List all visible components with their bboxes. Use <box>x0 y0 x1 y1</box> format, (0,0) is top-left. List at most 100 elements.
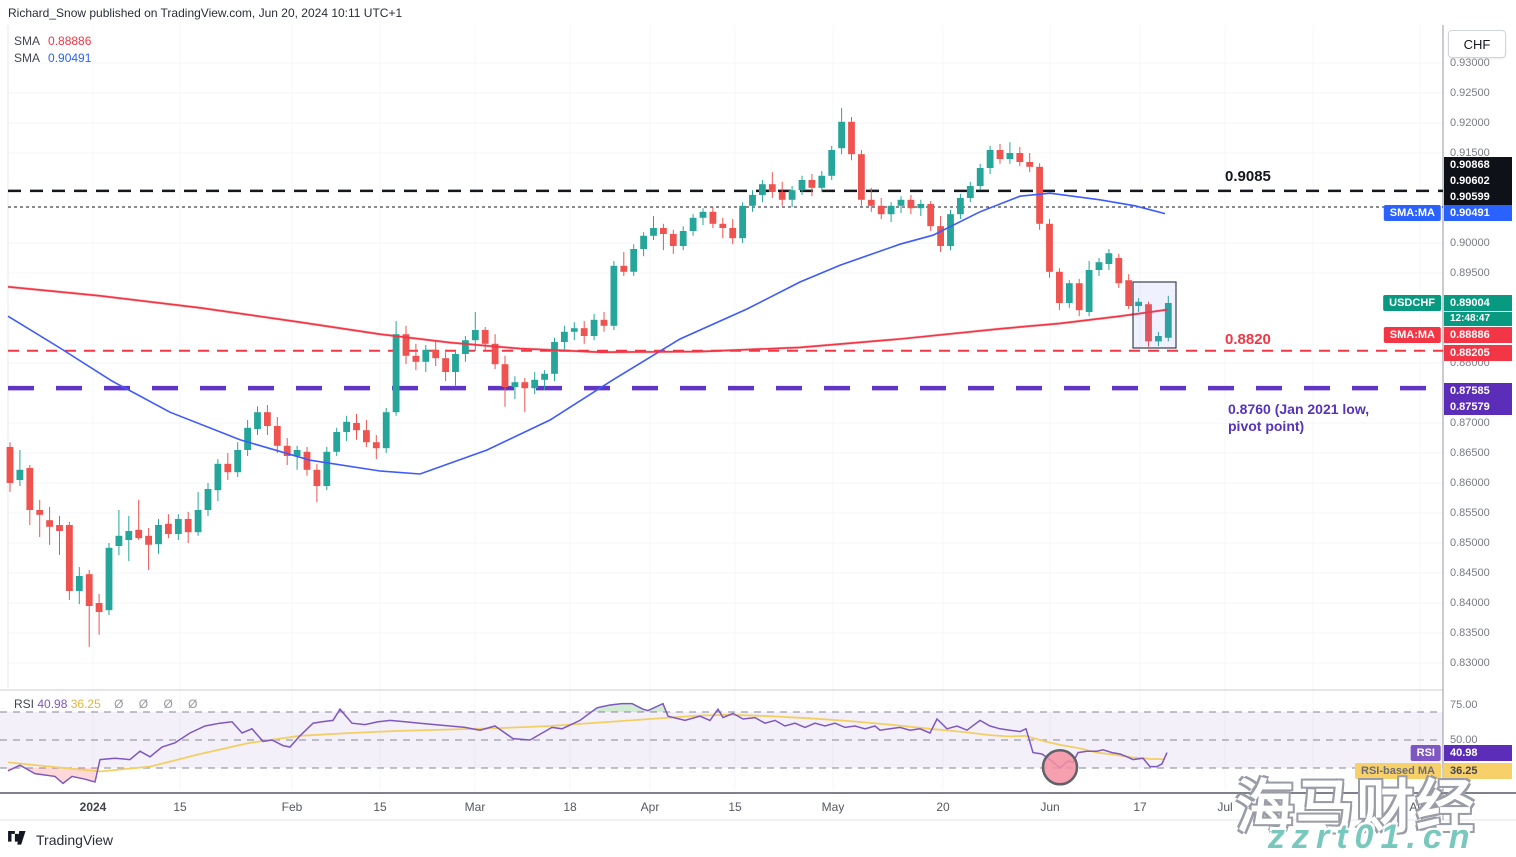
candle-body <box>699 211 707 218</box>
candle-body <box>264 412 271 426</box>
rsi-circle-annotation[interactable] <box>1041 749 1079 786</box>
candle-body <box>125 531 133 540</box>
candle-body <box>333 432 341 452</box>
tradingview-logo-text: TradingView <box>36 831 114 848</box>
indicator-axis-tag: RSI-based MA <box>1355 763 1441 779</box>
rsi-tick: 75.00 <box>1450 699 1478 711</box>
date-label: 20 <box>936 800 950 814</box>
candle-body <box>1164 303 1172 338</box>
price-axis-label: 0.87579 <box>1444 399 1512 415</box>
date-label: Jun <box>1040 800 1060 814</box>
price-tick: 0.84000 <box>1450 597 1490 609</box>
horizontal-level-lines[interactable] <box>8 189 1443 391</box>
candle-body <box>174 519 182 534</box>
candle-body <box>719 223 727 228</box>
candle-body <box>85 574 93 606</box>
candle-body <box>511 382 519 387</box>
candle-body <box>313 469 321 486</box>
candle-body <box>749 195 756 206</box>
candle-body <box>363 430 370 443</box>
candle-body <box>709 211 717 224</box>
candle-body <box>689 217 697 231</box>
bar-countdown: 12:48:47 <box>1444 312 1512 326</box>
indicator-axis-tag: SMA:MA <box>1383 327 1441 343</box>
candle-body <box>194 510 202 533</box>
candle-body <box>531 379 539 389</box>
rsi-line[interactable] <box>7 702 1168 785</box>
candle-body <box>1075 283 1083 311</box>
price-axis-label: 0.90602 <box>1444 173 1512 189</box>
price-axis-label: 0.89004 <box>1444 295 1512 311</box>
price-tick: 0.85000 <box>1450 537 1490 549</box>
candle-body <box>610 265 618 326</box>
date-label: 15 <box>373 800 387 814</box>
currency-button[interactable]: CHF <box>1448 30 1506 58</box>
pivot-annotation[interactable]: 0.8760 (Jan 2021 low, pivot point) <box>1228 401 1369 435</box>
candle-body <box>640 235 647 249</box>
price-tick: 0.93000 <box>1450 57 1490 69</box>
candlesticks <box>6 108 1172 647</box>
sma-fast-line[interactable] <box>7 286 1169 354</box>
price-tick: 0.85500 <box>1450 507 1490 519</box>
rsi-oversold-fill <box>25 768 99 784</box>
candle-body <box>887 205 895 215</box>
price-tick: 0.86000 <box>1450 477 1490 489</box>
resistance-annotation[interactable]: 0.9085 <box>1225 168 1271 185</box>
candle-body <box>521 382 529 389</box>
sma-fast-value: 0.88886 <box>48 34 92 48</box>
candle-body <box>481 330 489 344</box>
candle-body <box>1046 223 1053 272</box>
candle-body <box>858 154 865 200</box>
candle-body <box>372 442 380 449</box>
price-tick: 0.92500 <box>1450 87 1490 99</box>
rsi-empty-params: Ø Ø Ø Ø <box>114 697 204 711</box>
candle-body <box>1105 253 1113 264</box>
rsi-legend[interactable]: RSI 40.98 36.25 Ø Ø Ø Ø <box>14 697 203 711</box>
candle-body <box>966 186 974 198</box>
tradingview-footer[interactable]: TradingView <box>8 831 113 848</box>
watermark-chinese: 海马财经 <box>1236 775 1477 840</box>
selection-box[interactable] <box>1132 281 1177 349</box>
price-axis-label: 0.88205 <box>1444 345 1512 361</box>
candle-body <box>224 463 232 473</box>
watermark-url: zzrt01.cn <box>1268 818 1477 856</box>
candle-body <box>917 204 925 209</box>
candle-body <box>442 358 449 372</box>
candle-body <box>907 199 915 209</box>
candle-body <box>382 412 390 449</box>
candle-body <box>471 330 479 341</box>
candle-body <box>650 228 657 236</box>
date-label: Aug <box>1409 800 1431 814</box>
candle-body <box>1115 258 1123 284</box>
sma-slow-legend-row: SMA 0.90491 <box>14 50 91 67</box>
price-tick: 0.86500 <box>1450 447 1490 459</box>
candle-body <box>541 373 548 380</box>
candle-body <box>669 234 677 246</box>
price-tick: 0.92000 <box>1450 117 1490 129</box>
sma-fast-legend-row: SMA 0.88886 <box>14 33 91 50</box>
sma-slow-line[interactable] <box>7 192 1166 475</box>
rsi-pane[interactable] <box>0 702 1443 786</box>
sma-legend[interactable]: SMA 0.88886 SMA 0.90491 <box>14 33 91 67</box>
date-label: 18 <box>563 800 577 814</box>
price-tick: 0.91500 <box>1450 147 1490 159</box>
candle-body <box>184 519 192 533</box>
date-label: 17 <box>1133 800 1147 814</box>
candle-body <box>1026 162 1034 167</box>
rsi-ma-value: 36.25 <box>70 697 101 711</box>
candle-body <box>462 340 469 354</box>
indicator-axis-tag: USDCHF <box>1383 295 1441 311</box>
candle-body <box>937 226 944 246</box>
candle-body <box>26 468 34 510</box>
price-tick: 0.89500 <box>1450 267 1490 279</box>
candle-body <box>95 603 103 612</box>
price-axis-label: 0.90491 <box>1444 205 1512 221</box>
candle-body <box>412 355 420 362</box>
candle-body <box>788 190 796 200</box>
candle-body <box>452 354 459 372</box>
rsi-axis-label: 40.98 <box>1444 745 1512 761</box>
candle-body <box>976 168 984 186</box>
support-annotation[interactable]: 0.8820 <box>1225 331 1271 348</box>
